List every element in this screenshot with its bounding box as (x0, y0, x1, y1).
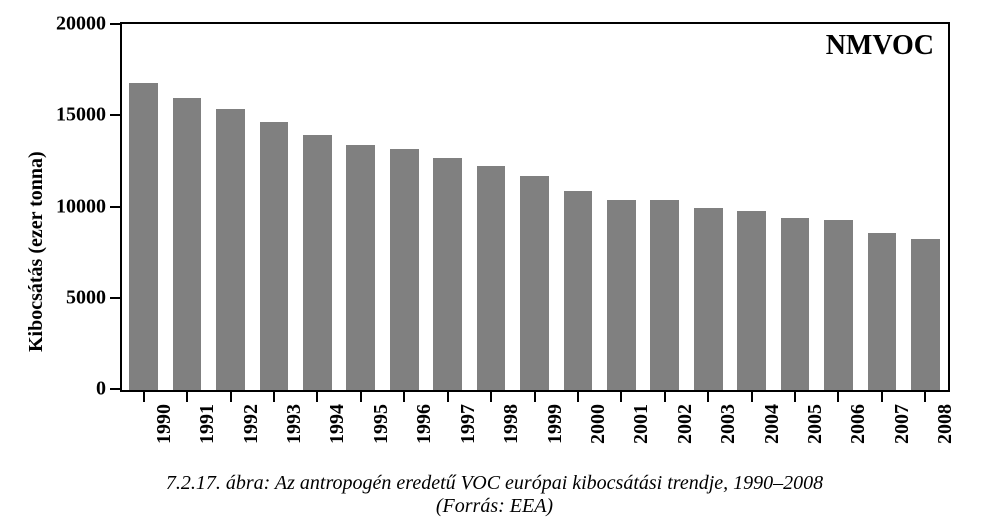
x-tick (360, 390, 362, 402)
chart-bar (346, 145, 375, 390)
chart-bar (477, 166, 506, 390)
y-tick-label: 10000 (56, 195, 122, 218)
chart-bar (694, 208, 723, 391)
chart-bars (122, 24, 948, 390)
chart-bar (781, 218, 810, 390)
chart-bar (911, 239, 940, 390)
x-tick (620, 390, 622, 402)
x-tick (447, 390, 449, 402)
x-tick (794, 390, 796, 402)
x-tick (534, 390, 536, 402)
chart-bar (260, 122, 289, 390)
chart-bar (737, 211, 766, 390)
x-tick (186, 390, 188, 402)
x-tick (751, 390, 753, 402)
y-tick-label: 20000 (56, 13, 122, 36)
page-root: NMVOC 0500010000150002000019901991199219… (0, 0, 989, 525)
caption-line-2: (Forrás: EEA) (0, 495, 989, 518)
chart-plot-area: NMVOC 0500010000150002000019901991199219… (120, 22, 950, 392)
figure-caption: 7.2.17. ábra: Az antropogén eredetű VOC … (0, 472, 989, 518)
chart-bar (607, 200, 636, 390)
x-tick (924, 390, 926, 402)
chart-bar (216, 109, 245, 390)
y-axis-title: Kibocsátás (ezer tonna) (25, 151, 48, 352)
x-tick (230, 390, 232, 402)
x-tick (577, 390, 579, 402)
x-tick (707, 390, 709, 402)
x-tick (403, 390, 405, 402)
chart-bar (303, 135, 332, 391)
x-tick (143, 390, 145, 402)
chart-bar (824, 220, 853, 390)
x-tick (664, 390, 666, 402)
chart-bar (520, 176, 549, 390)
y-tick-label: 0 (96, 378, 122, 401)
x-tick (273, 390, 275, 402)
chart-bar (868, 233, 897, 390)
x-tick (490, 390, 492, 402)
y-tick-label: 15000 (56, 104, 122, 127)
chart-bar (433, 158, 462, 390)
x-tick (837, 390, 839, 402)
chart-bar (129, 83, 158, 390)
chart-bar (650, 200, 679, 390)
y-tick-label: 5000 (66, 286, 122, 309)
chart-bar (564, 191, 593, 390)
chart-bar (390, 149, 419, 390)
x-tick (881, 390, 883, 402)
x-tick (316, 390, 318, 402)
caption-line-1: 7.2.17. ábra: Az antropogén eredetű VOC … (0, 472, 989, 495)
chart-bar (173, 98, 202, 390)
